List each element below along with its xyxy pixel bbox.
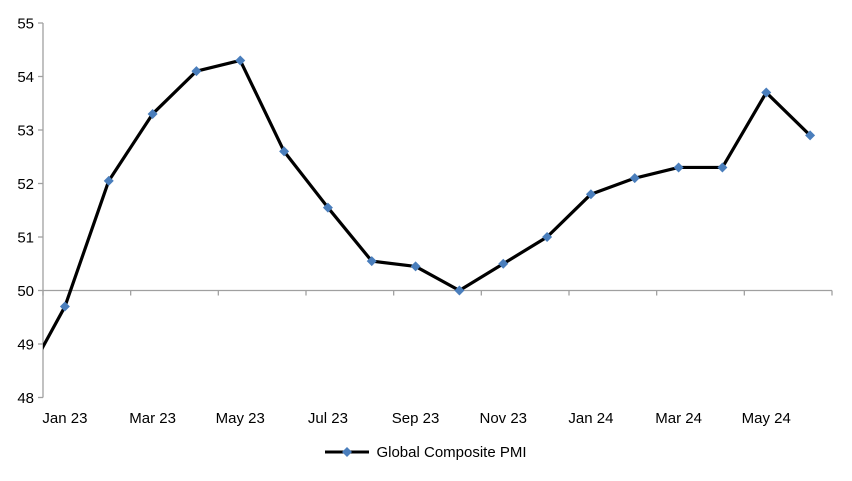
y-axis-label: 53 [17, 123, 34, 140]
data-point-marker [410, 261, 421, 272]
y-axis-label: 54 [17, 69, 34, 86]
data-point-marker [585, 189, 596, 200]
y-axis-label: 52 [17, 176, 34, 193]
data-point-marker [235, 55, 246, 66]
y-axis-label: 49 [17, 337, 34, 354]
data-point-marker [805, 130, 816, 141]
x-axis-label: Nov 23 [479, 410, 527, 427]
chart-legend: Global Composite PMI [0, 440, 852, 464]
data-point-marker [454, 285, 465, 296]
data-point-marker [191, 66, 202, 77]
data-point-marker [498, 258, 509, 269]
data-point-marker [761, 87, 772, 98]
x-axis-label: Jul 23 [308, 410, 348, 427]
data-point-marker [366, 256, 377, 267]
y-axis-label: 48 [17, 390, 34, 407]
y-axis-label: 51 [17, 230, 34, 247]
legend-diamond-marker-icon [342, 447, 353, 457]
x-axis-label: Sep 23 [392, 410, 440, 427]
data-point-marker [147, 108, 158, 119]
data-point-marker [542, 232, 553, 242]
x-axis-label: Mar 23 [129, 410, 176, 427]
x-axis-label: May 23 [216, 410, 265, 427]
legend-label: Global Composite PMI [376, 443, 527, 461]
data-point-marker [717, 162, 728, 173]
legend-line-sample [325, 447, 370, 457]
pmi-series-line [43, 58, 812, 351]
x-axis-label: Mar 24 [655, 410, 702, 427]
y-axis-label: 50 [17, 283, 34, 300]
data-point-marker [103, 175, 114, 186]
data-point-marker [629, 173, 640, 184]
data-point-marker [59, 301, 70, 312]
data-point-marker [673, 162, 684, 173]
y-axis-label: 55 [17, 16, 34, 33]
data-point-marker [279, 146, 290, 157]
x-axis-label: Jan 23 [42, 410, 87, 427]
x-axis-label: May 24 [742, 410, 791, 427]
x-axis-label: Jan 24 [568, 410, 613, 427]
data-point-marker [322, 202, 333, 213]
